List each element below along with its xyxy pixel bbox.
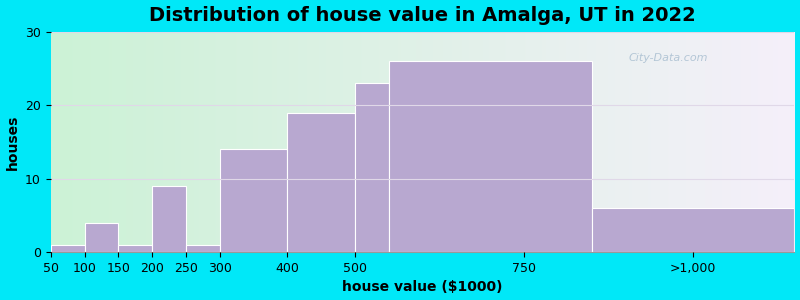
Bar [389, 61, 592, 252]
Bar [85, 223, 118, 252]
Text: City-Data.com: City-Data.com [628, 53, 708, 63]
Bar [152, 186, 186, 252]
Bar [118, 245, 152, 252]
X-axis label: house value ($1000): house value ($1000) [342, 280, 503, 294]
Bar [50, 245, 85, 252]
Y-axis label: houses: houses [6, 114, 19, 169]
Bar [355, 83, 389, 252]
Bar [186, 245, 220, 252]
Bar [220, 149, 287, 252]
Bar [592, 208, 794, 252]
Bar [287, 112, 355, 252]
Title: Distribution of house value in Amalga, UT in 2022: Distribution of house value in Amalga, U… [150, 6, 696, 25]
